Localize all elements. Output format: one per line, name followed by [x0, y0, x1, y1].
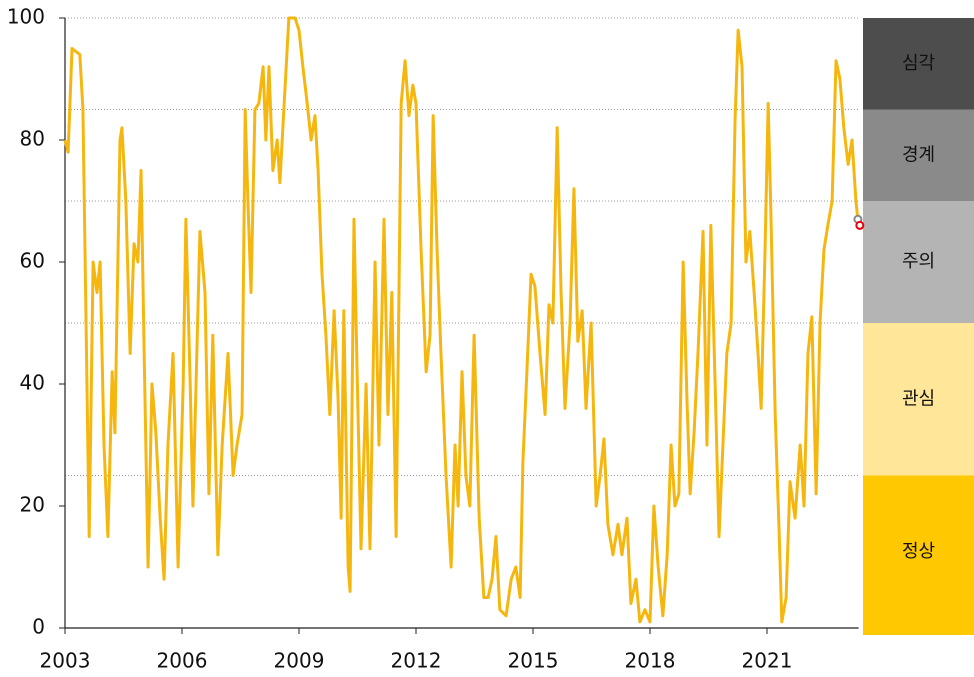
band — [863, 109, 974, 201]
y-tick-label: 20 — [20, 493, 45, 517]
band — [863, 18, 974, 110]
y-tick-label: 100 — [7, 5, 45, 29]
x-tick-label: 2003 — [40, 649, 91, 673]
y-tick-label: 80 — [20, 127, 45, 151]
point — [855, 220, 865, 230]
band-label: 주의 — [902, 251, 935, 272]
x-tick-label: 2006 — [157, 649, 208, 673]
band-label: 경계 — [902, 144, 935, 165]
band-label: 관심 — [902, 388, 935, 409]
y-tick-label: 0 — [32, 615, 45, 639]
x-tick-label: 2009 — [274, 649, 325, 673]
band — [863, 201, 974, 323]
y-tick-label: 60 — [20, 249, 45, 273]
band — [863, 475, 974, 635]
line — [63, 16, 860, 624]
band-label: 심각 — [902, 53, 935, 74]
x-tick-label: 2012 — [391, 649, 442, 673]
x-tick-label: 2021 — [742, 649, 793, 673]
band-label: 정상 — [902, 541, 935, 562]
x-tick-label: 2015 — [508, 649, 559, 673]
band — [863, 323, 974, 476]
y-tick-label: 40 — [20, 371, 45, 395]
x-tick-label: 2018 — [625, 649, 676, 673]
